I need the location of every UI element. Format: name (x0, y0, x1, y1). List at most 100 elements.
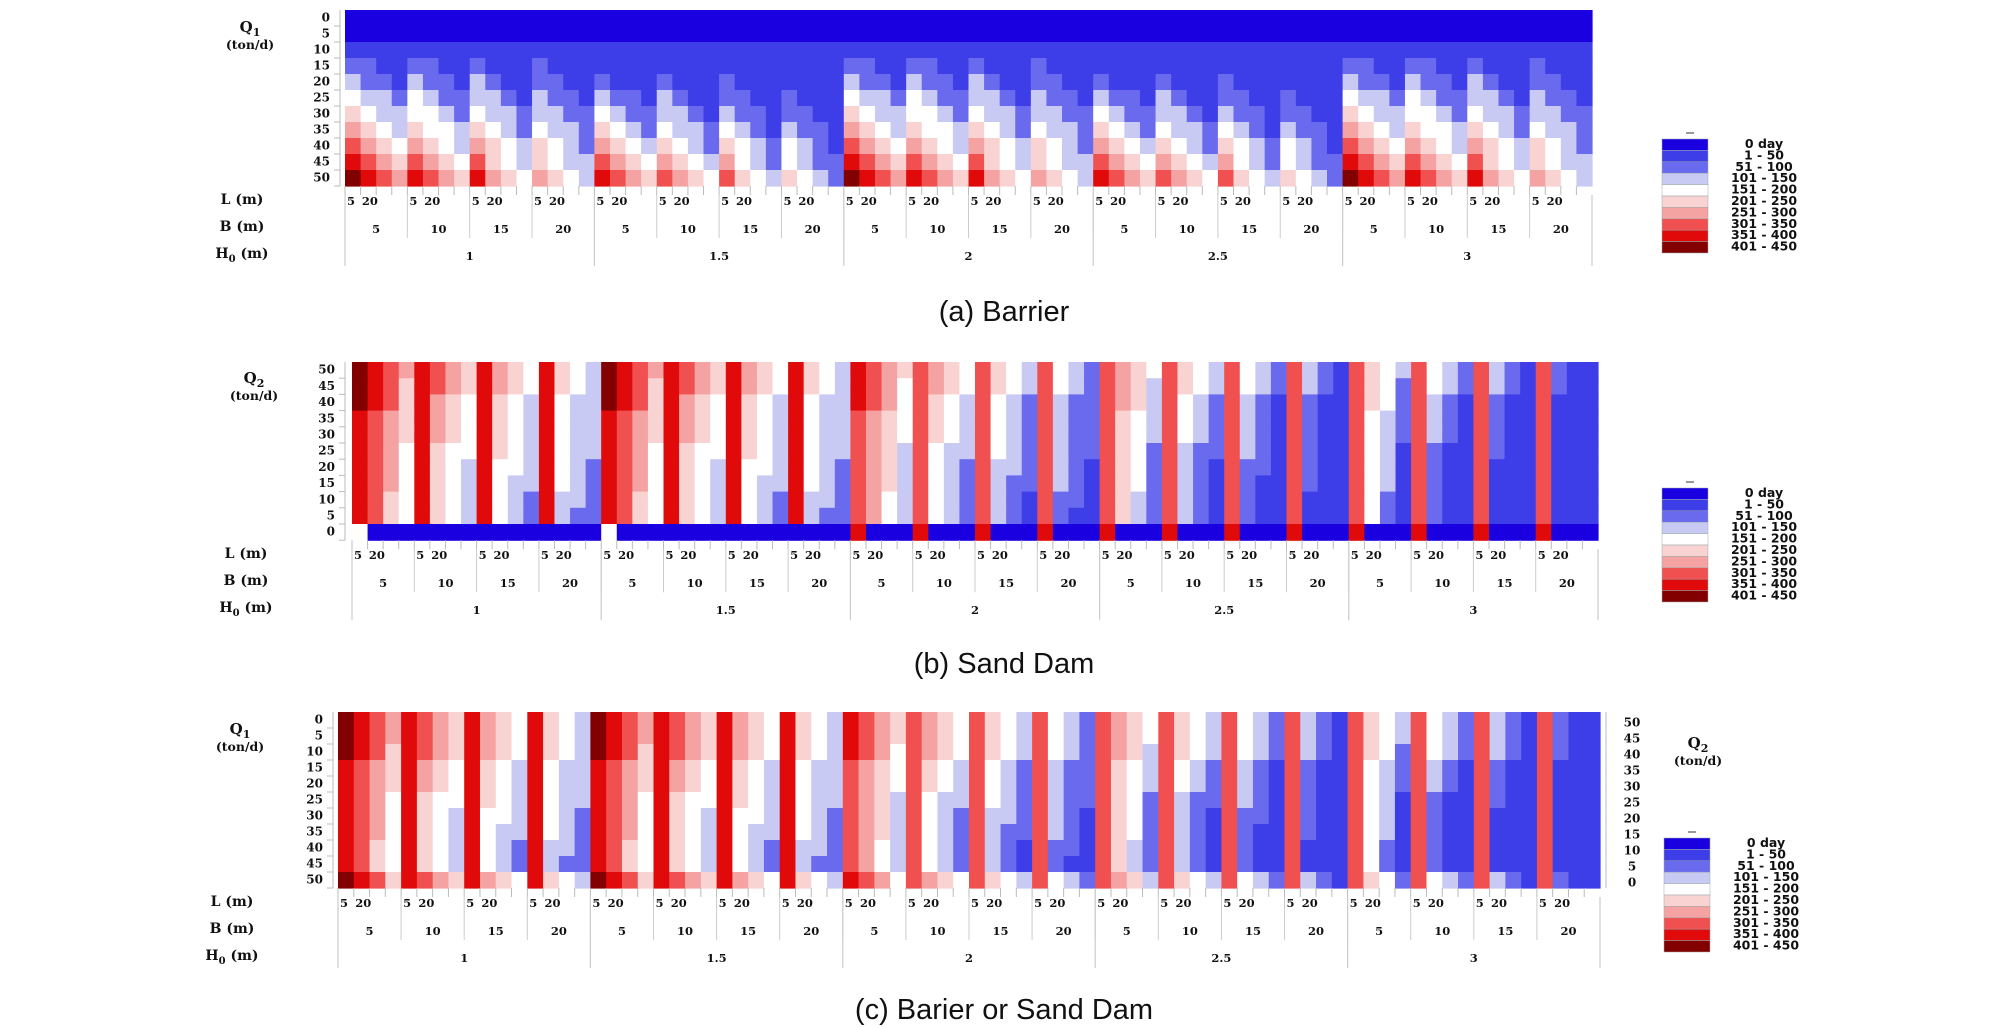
heatmap-cell (492, 491, 509, 509)
heatmap-cell (578, 170, 595, 187)
heatmap-cell (1155, 106, 1172, 123)
heatmap-cell (1047, 840, 1065, 857)
heatmap-cell (756, 524, 774, 541)
heatmap-cell (609, 90, 627, 107)
heatmap-cell (921, 824, 939, 841)
heatmap-cell (865, 426, 883, 444)
heatmap-cell (1552, 856, 1570, 873)
heatmap-cell (1451, 122, 1468, 139)
l-tick-label: 20 (1365, 896, 1381, 910)
heatmap-cell (1488, 475, 1506, 493)
heatmap-cell (547, 42, 564, 59)
heatmap-cell (527, 808, 544, 825)
heatmap-cell (788, 378, 805, 395)
b-tick-label: 20 (562, 576, 578, 590)
heatmap-cell (376, 42, 393, 59)
heatmap-cell (1155, 42, 1172, 59)
heatmap-cell (1560, 138, 1578, 155)
heatmap-cell (1529, 122, 1546, 139)
heatmap-cell (1047, 712, 1065, 729)
heatmap-cell (590, 792, 607, 809)
heatmap-cell (788, 524, 805, 541)
heatmap-cell (574, 792, 592, 809)
heatmap-cell (1062, 122, 1079, 139)
heatmap-cell (1379, 856, 1396, 873)
heatmap-cell (1379, 475, 1397, 493)
heatmap-cell (1473, 491, 1490, 509)
heatmap-cell (1237, 840, 1254, 857)
heatmap-cell (795, 824, 812, 841)
heatmap-cell (1268, 808, 1286, 825)
heatmap-cell (803, 459, 820, 476)
heatmap-cell (1000, 744, 1017, 761)
heatmap-cell (763, 712, 781, 729)
heatmap-cell (1146, 426, 1163, 444)
heatmap-cell (1552, 824, 1570, 841)
heatmap-cell (1545, 58, 1562, 75)
heatmap-cell (803, 507, 820, 525)
heatmap-cell (906, 122, 923, 139)
heatmap-cell (1395, 362, 1412, 379)
heatmap-cell (700, 872, 718, 889)
heatmap-cell (703, 170, 720, 187)
heatmap-cell (1115, 491, 1132, 509)
heatmap-cell (601, 524, 618, 541)
heatmap-cell (367, 524, 384, 541)
heatmap-cell (574, 824, 592, 841)
heatmap-cell (1566, 378, 1584, 395)
heatmap-cell (1016, 840, 1033, 857)
heatmap-cell (637, 712, 655, 729)
heatmap-cell (523, 362, 540, 379)
heatmap-cell (716, 728, 733, 745)
b-tick-label: 5 (379, 576, 387, 590)
heatmap-cell (1142, 712, 1159, 729)
heatmap-cell (500, 138, 518, 155)
l-tick-label: 5 (665, 548, 673, 562)
heatmap-cell (734, 138, 751, 155)
l-tick-label: 20 (1360, 194, 1376, 208)
heatmap-cell (952, 10, 970, 27)
heatmap-cell (1436, 90, 1453, 107)
heatmap-cell (1205, 824, 1223, 841)
heatmap-cell (1006, 426, 1023, 444)
heatmap-cell (574, 856, 592, 873)
heatmap-cell (1189, 840, 1207, 857)
l-tick-label: 20 (1366, 548, 1382, 562)
y-axis-title: Q1 (230, 720, 251, 741)
heatmap-cell (416, 712, 434, 729)
heatmap-cell (1084, 443, 1101, 460)
heatmap-cell (1264, 106, 1281, 123)
heatmap-cell (859, 74, 876, 91)
heatmap-cell (1358, 74, 1375, 91)
heatmap-cell (990, 410, 1007, 428)
heatmap-cell (578, 138, 595, 155)
heatmap-cell (874, 170, 892, 187)
heatmap-cell (492, 507, 509, 525)
heatmap-cell (1015, 74, 1032, 91)
heatmap-cell (1146, 459, 1163, 476)
heatmap-cell (943, 491, 961, 509)
h0-tick-label: 2.5 (1214, 603, 1234, 617)
h0-tick-label: 2 (971, 603, 979, 617)
legend-swatch (1663, 871, 1711, 884)
heatmap-cell (1077, 26, 1094, 43)
heatmap-cell (850, 459, 867, 476)
heatmap-cell (1108, 10, 1125, 27)
heatmap-cell (601, 410, 618, 428)
heatmap-cell (937, 106, 954, 123)
heatmap-cell (788, 362, 805, 379)
heatmap-cell (1488, 362, 1506, 379)
heatmap-cell (781, 106, 798, 123)
heatmap-cell (906, 42, 923, 59)
heatmap-cell (968, 74, 985, 91)
heatmap-cell (1505, 808, 1522, 825)
heatmap-cell (1347, 840, 1364, 857)
heatmap-cell (1348, 524, 1365, 541)
heatmap-cell (479, 856, 497, 873)
heatmap-cell (338, 856, 355, 873)
heatmap-cell (1514, 122, 1531, 139)
b-tick-label: 20 (1056, 924, 1072, 938)
heatmap-cell (1411, 475, 1428, 493)
heatmap-cell (1046, 170, 1063, 187)
heatmap-cell (850, 410, 867, 428)
